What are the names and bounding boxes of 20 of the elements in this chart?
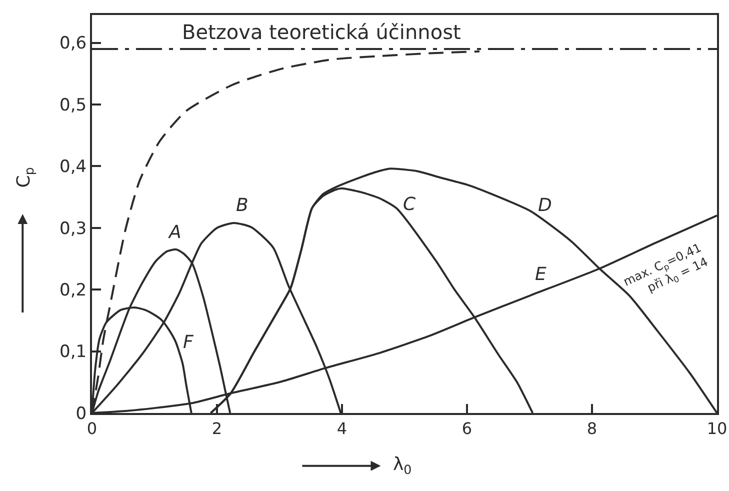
series-label: B bbox=[236, 195, 248, 216]
y-tick-label: 0 bbox=[76, 404, 87, 424]
y-tick-label: 0,5 bbox=[60, 95, 87, 116]
series-label: C bbox=[403, 194, 416, 215]
y-tick-label: 0,2 bbox=[60, 280, 87, 301]
y-tick-label: 0,4 bbox=[60, 157, 87, 178]
y-tick-label: 0,1 bbox=[60, 342, 87, 362]
ref-line-label: Betzova teoretická účinnost bbox=[182, 20, 461, 44]
y-tick-label: 0,6 bbox=[60, 34, 87, 54]
series-label: D bbox=[538, 195, 552, 216]
x-tick-label: 10 bbox=[706, 419, 728, 438]
series-label: A bbox=[168, 222, 182, 243]
y-tick-label: 0,3 bbox=[60, 218, 87, 239]
x-tick-label: 4 bbox=[336, 419, 348, 438]
series-label: E bbox=[535, 264, 547, 285]
x-tick-label: 6 bbox=[462, 419, 472, 438]
series-label: F bbox=[183, 332, 194, 353]
x-tick-label: 2 bbox=[212, 419, 222, 438]
x-tick-label: 8 bbox=[586, 419, 598, 438]
x-axis-title: λ$_{0}$ bbox=[393, 454, 412, 477]
